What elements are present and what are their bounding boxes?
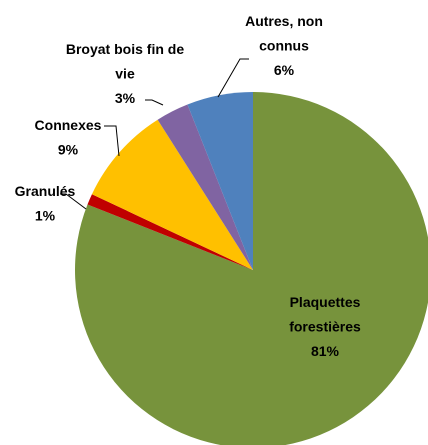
- pie-slice: [157, 104, 253, 270]
- pie-slice: [87, 194, 253, 270]
- leader-line: [145, 99, 164, 106]
- pie-slice: [187, 92, 253, 270]
- label-line: forestières: [289, 318, 361, 334]
- category-label: Broyat bois fin de vie: [66, 41, 184, 82]
- data-label: Plaquettes forestières 81%: [289, 294, 361, 359]
- label-line: Plaquettes: [290, 294, 361, 310]
- leader-line: [217, 58, 249, 98]
- data-label: Connexes 9%: [35, 117, 102, 158]
- label-line: Broyat bois fin de: [66, 41, 184, 57]
- value-label: 9%: [58, 141, 79, 157]
- leader-line: [60, 193, 87, 210]
- value-label: 3%: [115, 90, 136, 106]
- pie-slice: [91, 119, 253, 271]
- category-label: Autres, non connus: [245, 13, 323, 54]
- label-line: Connexes: [35, 117, 102, 133]
- leader-line: [104, 125, 120, 157]
- label-line: Granulés: [15, 183, 76, 199]
- labels: Plaquettes forestières 81% Granulés 1% Connex…: [15, 13, 361, 359]
- label-line: vie: [115, 65, 135, 81]
- data-label: Broyat bois fin de vie 3%: [66, 41, 184, 106]
- pie-slice: [75, 92, 428, 445]
- data-label: Granulés 1%: [15, 183, 76, 224]
- category-label: Plaquettes forestières: [289, 294, 361, 335]
- value-label: 6%: [274, 62, 295, 78]
- pie: [75, 92, 428, 445]
- category-label: Granulés: [15, 183, 76, 199]
- category-label: Connexes: [35, 117, 102, 133]
- value-label: 81%: [311, 343, 340, 359]
- data-label: Autres, non connus 6%: [245, 13, 323, 78]
- label-line: Autres, non: [245, 13, 323, 29]
- value-label: 1%: [35, 207, 56, 223]
- label-line: connus: [259, 37, 309, 53]
